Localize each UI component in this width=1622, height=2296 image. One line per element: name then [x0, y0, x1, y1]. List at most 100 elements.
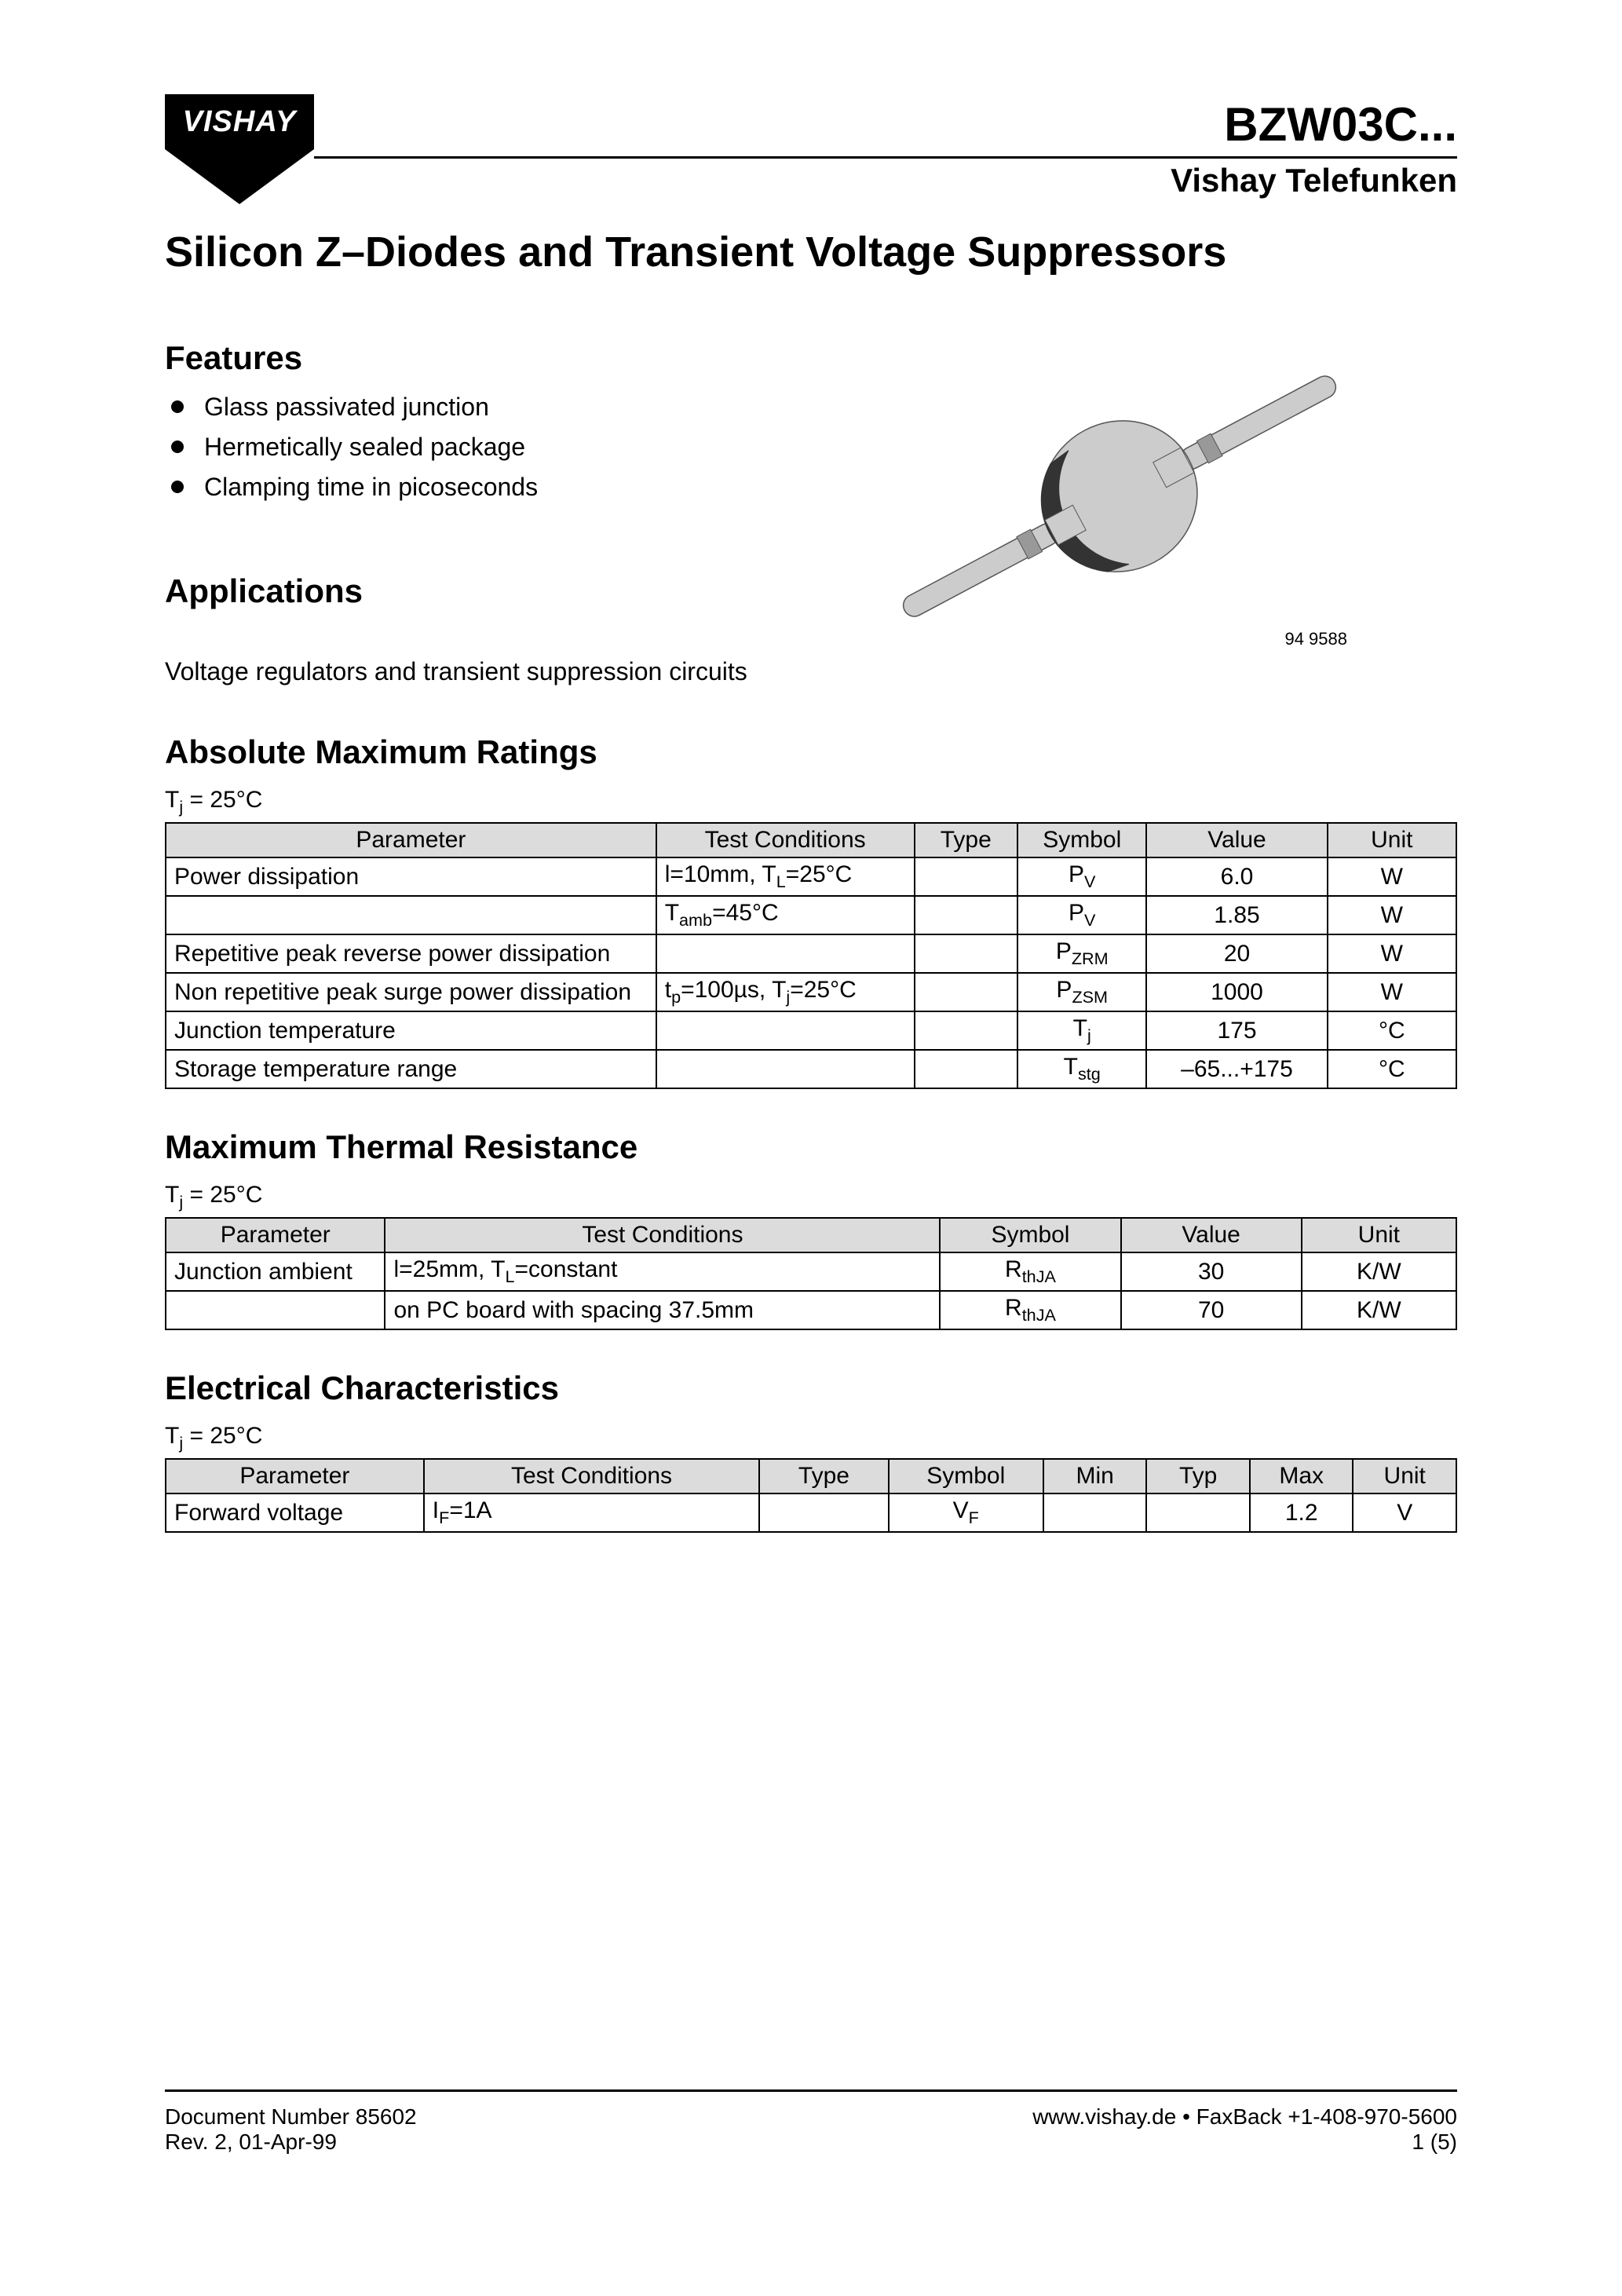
electrical-tj: Tj = 25°C	[165, 1423, 1457, 1453]
cell: W	[1328, 857, 1456, 896]
col-header: Parameter	[166, 1459, 424, 1493]
cell: 30	[1121, 1252, 1302, 1291]
cell	[915, 896, 1018, 934]
cell: Non repetitive peak surge power dissipat…	[166, 973, 656, 1011]
cell	[1043, 1493, 1147, 1532]
cell: Tj	[1017, 1011, 1146, 1050]
logo-triangle	[165, 149, 314, 204]
electrical-heading: Electrical Characteristics	[165, 1369, 1457, 1407]
col-header: Parameter	[166, 1218, 385, 1252]
cell	[915, 1011, 1018, 1050]
abs-max-heading: Absolute Maximum Ratings	[165, 733, 1457, 771]
cell: 20	[1146, 934, 1327, 973]
part-number: BZW03C...	[314, 97, 1457, 152]
cell: l=10mm, TL=25°C	[656, 857, 915, 896]
cell: 70	[1121, 1291, 1302, 1329]
table-row: Forward voltage IF=1A VF 1.2 V	[166, 1493, 1456, 1532]
cell	[915, 857, 1018, 896]
cell: °C	[1328, 1050, 1456, 1088]
cell	[656, 1050, 915, 1088]
col-header: Symbol	[889, 1459, 1043, 1493]
abs-max-table: Parameter Test Conditions Type Symbol Va…	[165, 822, 1457, 1089]
cell: PZSM	[1017, 973, 1146, 1011]
cell	[1146, 1493, 1250, 1532]
table-row: Non repetitive peak surge power dissipat…	[166, 973, 1456, 1011]
cell: PZRM	[1017, 934, 1146, 973]
feature-item: Glass passivated junction	[171, 393, 813, 422]
applications-text: Voltage regulators and transient suppres…	[165, 657, 1457, 686]
col-header: Test Conditions	[385, 1218, 940, 1252]
cell: 1.85	[1146, 896, 1327, 934]
page-title: Silicon Z–Diodes and Transient Voltage S…	[165, 228, 1457, 276]
cell: Forward voltage	[166, 1493, 424, 1532]
feature-item: Clamping time in picoseconds	[171, 473, 813, 502]
cell: °C	[1328, 1011, 1456, 1050]
cell: RthJA	[940, 1291, 1120, 1329]
cell	[166, 896, 656, 934]
cell: tp=100µs, Tj=25°C	[656, 973, 915, 1011]
cell: Junction ambient	[166, 1252, 385, 1291]
header-rule	[314, 156, 1457, 159]
cell: Repetitive peak reverse power dissipatio…	[166, 934, 656, 973]
col-header: Type	[759, 1459, 888, 1493]
doc-number: Document Number 85602	[165, 2104, 417, 2130]
cell: W	[1328, 896, 1456, 934]
cell: V	[1353, 1493, 1456, 1532]
footer-url: www.vishay.de • FaxBack +1-408-970-5600	[1032, 2104, 1457, 2130]
col-header: Max	[1250, 1459, 1353, 1493]
abs-max-tj: Tj = 25°C	[165, 787, 1457, 817]
thermal-tj: Tj = 25°C	[165, 1182, 1457, 1212]
thermal-heading: Maximum Thermal Resistance	[165, 1128, 1457, 1166]
cell: W	[1328, 934, 1456, 973]
table-row: Power dissipation l=10mm, TL=25°C PV 6.0…	[166, 857, 1456, 896]
image-caption: 94 9588	[1284, 629, 1347, 649]
logo: VISHAY	[165, 94, 314, 204]
col-header: Min	[1043, 1459, 1147, 1493]
cell: –65...+175	[1146, 1050, 1327, 1088]
logo-text: VISHAY	[165, 94, 314, 149]
applications-heading: Applications	[165, 572, 813, 610]
cell: 1000	[1146, 973, 1327, 1011]
cell: Tamb=45°C	[656, 896, 915, 934]
page-number: 1 (5)	[1032, 2130, 1457, 2155]
cell	[656, 1011, 915, 1050]
electrical-table: Parameter Test Conditions Type Symbol Mi…	[165, 1458, 1457, 1533]
col-header: Typ	[1146, 1459, 1250, 1493]
cell: on PC board with spacing 37.5mm	[385, 1291, 940, 1329]
company-name: Vishay Telefunken	[314, 162, 1457, 199]
cell: VF	[889, 1493, 1043, 1532]
feature-item: Hermetically sealed package	[171, 433, 813, 462]
cell: 6.0	[1146, 857, 1327, 896]
table-row: Repetitive peak reverse power dissipatio…	[166, 934, 1456, 973]
col-header: Symbol	[1017, 823, 1146, 857]
cell	[656, 934, 915, 973]
header: VISHAY BZW03C... Vishay Telefunken	[165, 94, 1457, 204]
col-header: Unit	[1328, 823, 1456, 857]
footer-rule	[165, 2089, 1457, 2092]
col-header: Test Conditions	[424, 1459, 759, 1493]
thermal-table: Parameter Test Conditions Symbol Value U…	[165, 1217, 1457, 1330]
cell: W	[1328, 973, 1456, 1011]
cell: Tstg	[1017, 1050, 1146, 1088]
col-header: Test Conditions	[656, 823, 915, 857]
table-row: on PC board with spacing 37.5mm RthJA 70…	[166, 1291, 1456, 1329]
diode-illustration	[845, 339, 1394, 653]
cell	[915, 1050, 1018, 1088]
col-header: Parameter	[166, 823, 656, 857]
table-row: Junction temperature Tj 175 °C	[166, 1011, 1456, 1050]
features-heading: Features	[165, 339, 813, 377]
cell: Storage temperature range	[166, 1050, 656, 1088]
revision: Rev. 2, 01-Apr-99	[165, 2130, 417, 2155]
col-header: Unit	[1353, 1459, 1456, 1493]
col-header: Unit	[1302, 1218, 1456, 1252]
cell: PV	[1017, 896, 1146, 934]
cell: 175	[1146, 1011, 1327, 1050]
cell	[915, 934, 1018, 973]
table-row: Storage temperature range Tstg –65...+17…	[166, 1050, 1456, 1088]
col-header: Symbol	[940, 1218, 1120, 1252]
cell: K/W	[1302, 1291, 1456, 1329]
footer: Document Number 85602 Rev. 2, 01-Apr-99 …	[165, 2104, 1457, 2155]
features-list: Glass passivated junction Hermetically s…	[165, 393, 813, 502]
cell	[915, 973, 1018, 1011]
col-header: Value	[1146, 823, 1327, 857]
